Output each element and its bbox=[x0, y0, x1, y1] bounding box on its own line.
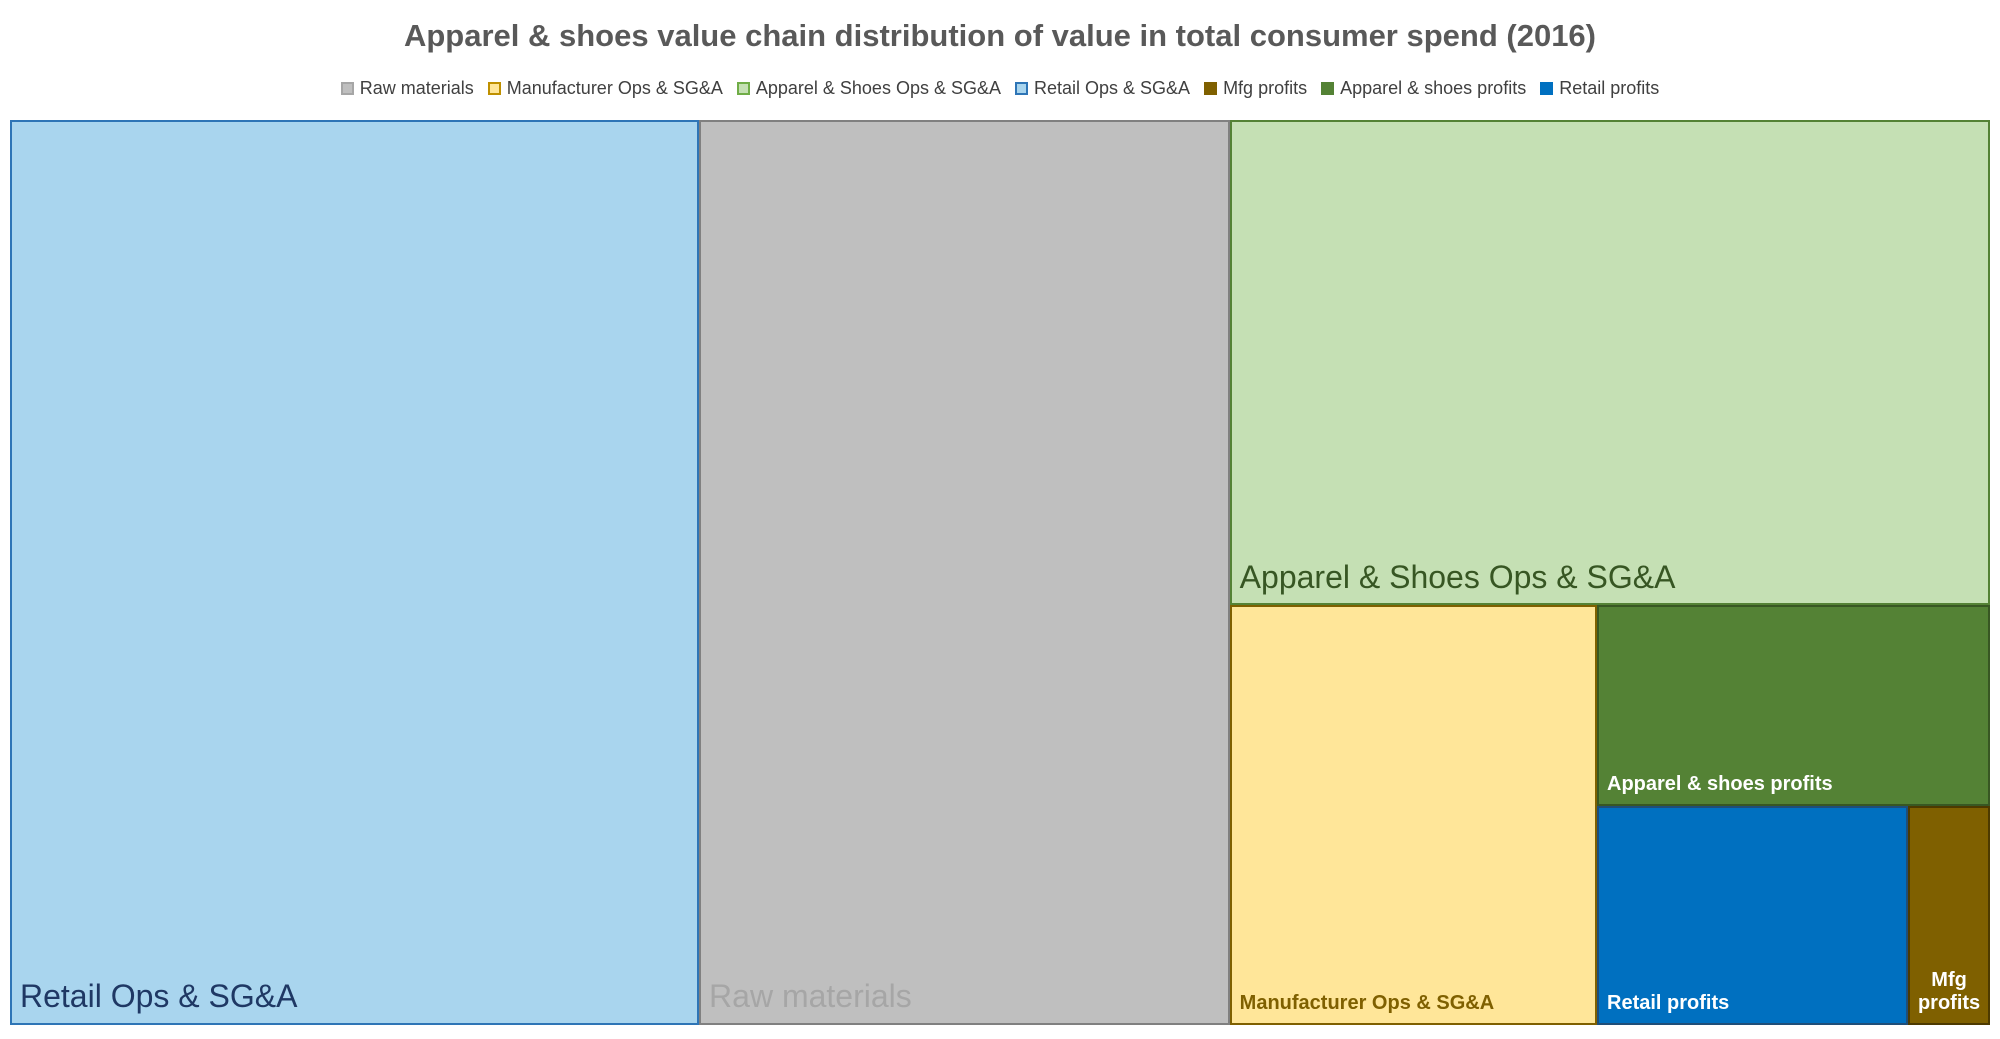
legend-item: Manufacturer Ops & SG&A bbox=[487, 78, 723, 99]
tile-mfg-profits: Mfg profits bbox=[1908, 806, 1990, 1025]
legend-label: Apparel & Shoes Ops & SG&A bbox=[755, 78, 1001, 98]
legend-item: Mfg profits bbox=[1204, 78, 1307, 99]
legend-swatch bbox=[487, 82, 501, 95]
legend-swatch bbox=[340, 82, 354, 95]
legend-label: Manufacturer Ops & SG&A bbox=[506, 78, 723, 98]
tile-manufacturer-ops: Manufacturer Ops & SG&A bbox=[1229, 605, 1598, 1025]
tile-apparel-ops: Apparel & Shoes Ops & SG&A bbox=[1229, 120, 1990, 606]
tile-label: Raw materials bbox=[709, 978, 912, 1015]
legend-swatch bbox=[1321, 82, 1335, 95]
legend-label: Apparel & shoes profits bbox=[1340, 78, 1527, 98]
tile-raw-materials: Raw materials bbox=[699, 120, 1230, 1025]
legend-item: Apparel & shoes profits bbox=[1321, 78, 1526, 99]
tile-label: Apparel & shoes profits bbox=[1607, 773, 1833, 796]
legend-swatch bbox=[1015, 82, 1028, 95]
legend-swatch bbox=[1204, 82, 1218, 95]
tile-label: Retail Ops & SG&A bbox=[20, 978, 298, 1015]
legend-label: Retail profits bbox=[1559, 78, 1660, 98]
tile-label: Apparel & Shoes Ops & SG&A bbox=[1239, 558, 1676, 595]
legend-label: Mfg profits bbox=[1223, 78, 1308, 98]
legend-item: Retail profits bbox=[1540, 78, 1659, 99]
treemap: Retail Ops & SG&A Raw materials Apparel & … bbox=[10, 120, 1990, 1025]
tile-label: Retail profits bbox=[1607, 991, 1730, 1014]
legend-item: Raw materials bbox=[340, 78, 474, 99]
tile-label: Mfg profits bbox=[1917, 968, 1981, 1014]
tile-retail-profits: Retail profits bbox=[1597, 806, 1909, 1025]
legend-swatch bbox=[736, 82, 750, 95]
tile-retail-ops: Retail Ops & SG&A bbox=[10, 120, 700, 1025]
legend-item: Apparel & Shoes Ops & SG&A bbox=[736, 78, 1001, 99]
legend-swatch bbox=[1540, 82, 1554, 95]
chart-legend: Raw materials Manufacturer Ops & SG&A Appa… bbox=[0, 78, 2000, 99]
legend-item: Retail Ops & SG&A bbox=[1015, 78, 1190, 99]
legend-label: Raw materials bbox=[359, 78, 474, 98]
legend-label: Retail Ops & SG&A bbox=[1034, 78, 1191, 98]
tile-apparel-profits: Apparel & shoes profits bbox=[1597, 605, 1990, 807]
tile-label: Manufacturer Ops & SG&A bbox=[1239, 991, 1495, 1014]
chart-title: Apparel & shoes value chain distribution… bbox=[403, 18, 1597, 53]
